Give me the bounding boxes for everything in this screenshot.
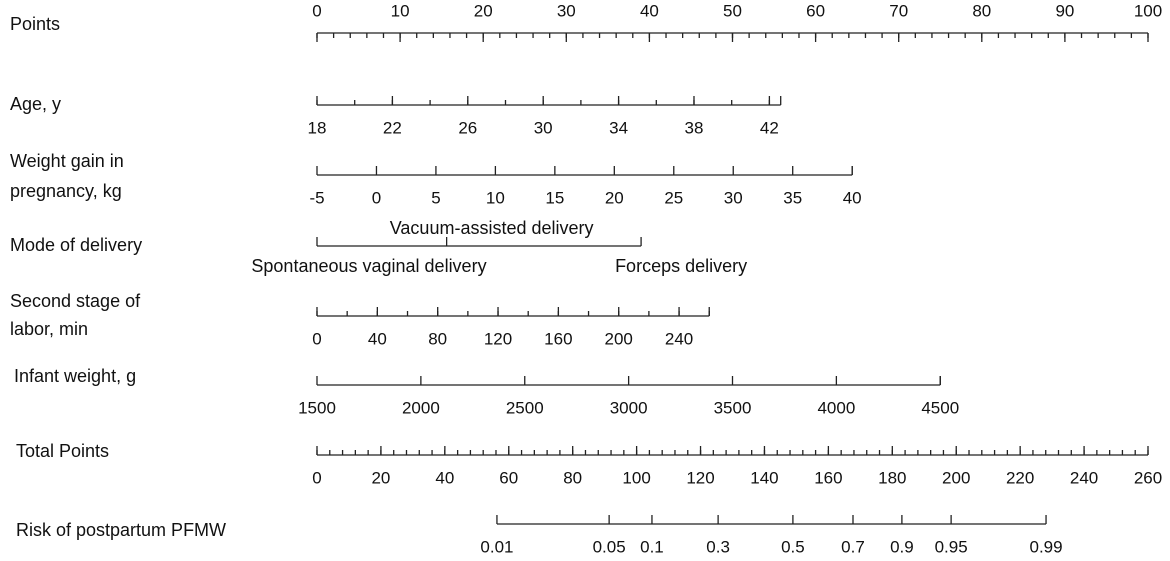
tick-label: 200 bbox=[605, 329, 633, 348]
tick-label: 3000 bbox=[610, 398, 648, 417]
tick-label: 2500 bbox=[506, 398, 544, 417]
tick-label: 30 bbox=[534, 118, 553, 137]
tick-label: 0 bbox=[312, 1, 321, 20]
tick-label: 0 bbox=[312, 329, 321, 348]
tick-label: 2000 bbox=[402, 398, 440, 417]
row-label: Total Points bbox=[16, 441, 109, 461]
tick-label: 38 bbox=[685, 118, 704, 137]
tick-label: 180 bbox=[878, 468, 906, 487]
row-label: Age, y bbox=[10, 94, 61, 114]
tick-label: 160 bbox=[544, 329, 572, 348]
tick-label: 34 bbox=[609, 118, 628, 137]
tick-label: 220 bbox=[1006, 468, 1034, 487]
tick-label: 120 bbox=[686, 468, 714, 487]
tick-label: 100 bbox=[622, 468, 650, 487]
tick-label: 0.7 bbox=[841, 537, 865, 556]
row-label: Mode of delivery bbox=[10, 235, 142, 255]
tick-label: 100 bbox=[1134, 1, 1162, 20]
tick-label: 4500 bbox=[921, 398, 959, 417]
row-label: Weight gain in bbox=[10, 151, 124, 171]
row-label: Points bbox=[10, 14, 60, 34]
tick-label: 4000 bbox=[817, 398, 855, 417]
tick-label: 0.05 bbox=[593, 537, 626, 556]
tick-label: 3500 bbox=[714, 398, 752, 417]
tick-label: 160 bbox=[814, 468, 842, 487]
tick-label: 50 bbox=[723, 1, 742, 20]
category-label: Spontaneous vaginal delivery bbox=[251, 256, 486, 276]
tick-label: 60 bbox=[499, 468, 518, 487]
tick-label: 80 bbox=[428, 329, 447, 348]
category-label: Forceps delivery bbox=[615, 256, 747, 276]
tick-label: 120 bbox=[484, 329, 512, 348]
row-label: labor, min bbox=[10, 319, 88, 339]
tick-label: 0.1 bbox=[640, 537, 664, 556]
tick-label: 10 bbox=[391, 1, 410, 20]
row-label: Infant weight, g bbox=[14, 366, 136, 386]
tick-label: 20 bbox=[474, 1, 493, 20]
tick-label: 140 bbox=[750, 468, 778, 487]
tick-label: 0 bbox=[372, 188, 381, 207]
tick-label: 40 bbox=[843, 188, 862, 207]
tick-label: 200 bbox=[942, 468, 970, 487]
category-label: Vacuum-assisted delivery bbox=[390, 218, 594, 238]
tick-label: 0.95 bbox=[935, 537, 968, 556]
tick-label: 30 bbox=[724, 188, 743, 207]
tick-label: 70 bbox=[889, 1, 908, 20]
tick-label: 0.9 bbox=[890, 537, 914, 556]
tick-label: 260 bbox=[1134, 468, 1162, 487]
tick-label: 30 bbox=[557, 1, 576, 20]
tick-label: 26 bbox=[458, 118, 477, 137]
tick-label: 40 bbox=[435, 468, 454, 487]
tick-label: 20 bbox=[605, 188, 624, 207]
tick-label: 0.01 bbox=[480, 537, 513, 556]
tick-label: 0.99 bbox=[1029, 537, 1062, 556]
tick-label: 0 bbox=[312, 468, 321, 487]
tick-label: 25 bbox=[664, 188, 683, 207]
tick-label: 5 bbox=[431, 188, 440, 207]
tick-label: 18 bbox=[308, 118, 327, 137]
tick-label: 22 bbox=[383, 118, 402, 137]
tick-label: 60 bbox=[806, 1, 825, 20]
tick-label: 40 bbox=[368, 329, 387, 348]
tick-label: 20 bbox=[371, 468, 390, 487]
tick-label: 15 bbox=[545, 188, 564, 207]
tick-label: 42 bbox=[760, 118, 779, 137]
tick-label: 80 bbox=[563, 468, 582, 487]
tick-label: 40 bbox=[640, 1, 659, 20]
tick-label: 1500 bbox=[298, 398, 336, 417]
tick-label: 0.3 bbox=[706, 537, 730, 556]
row-label: Second stage of bbox=[10, 291, 141, 311]
tick-label: 90 bbox=[1055, 1, 1074, 20]
tick-label: 0.5 bbox=[781, 537, 805, 556]
tick-label: 35 bbox=[783, 188, 802, 207]
tick-label: 240 bbox=[665, 329, 693, 348]
row-label: Risk of postpartum PFMW bbox=[16, 520, 226, 540]
row-label: pregnancy, kg bbox=[10, 181, 122, 201]
tick-label: 10 bbox=[486, 188, 505, 207]
tick-label: -5 bbox=[309, 188, 324, 207]
tick-label: 80 bbox=[972, 1, 991, 20]
tick-label: 240 bbox=[1070, 468, 1098, 487]
